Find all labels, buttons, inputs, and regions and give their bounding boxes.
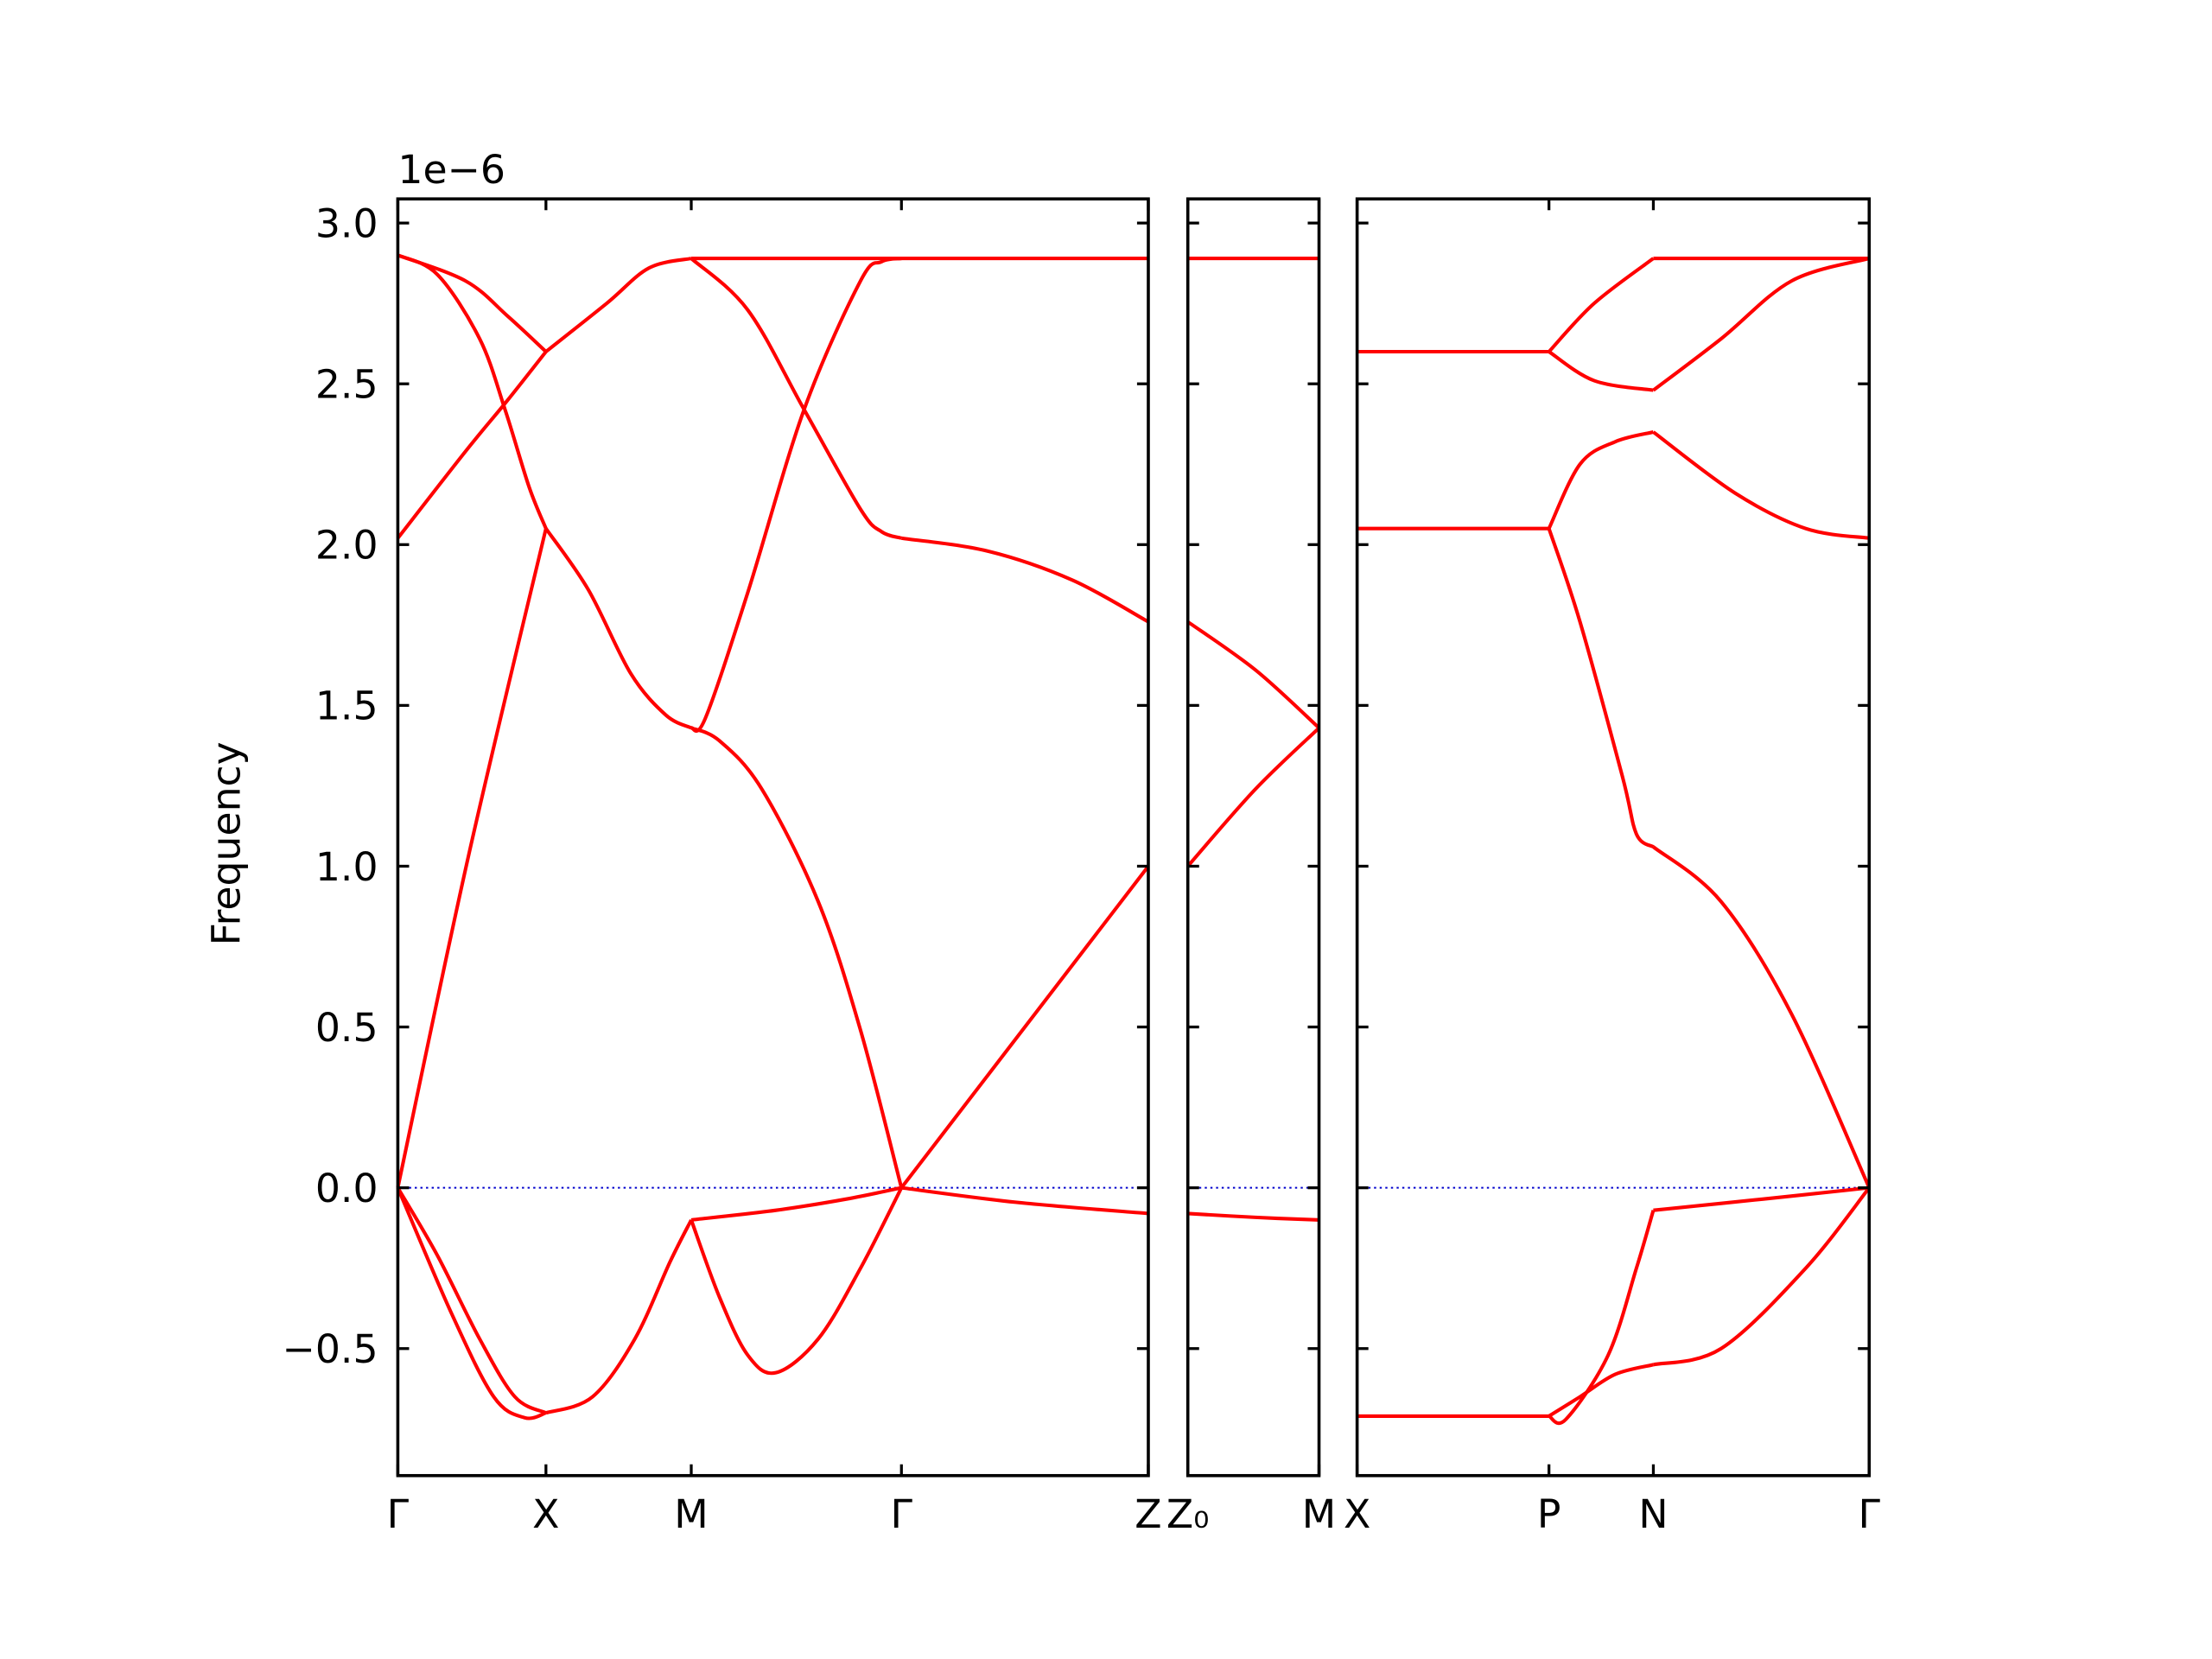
band-line	[689, 257, 902, 733]
band-line	[1186, 726, 1320, 868]
x-tick-label: M	[1302, 1491, 1336, 1537]
y-tick-label: 0.5	[315, 1005, 378, 1051]
x-tick-label: Γ	[1859, 1491, 1881, 1537]
band-line	[690, 726, 904, 1189]
band-line	[1548, 257, 1655, 353]
y-tick-label: −0.5	[283, 1326, 378, 1372]
band-line	[396, 350, 548, 540]
band-line	[1652, 845, 1872, 1189]
band-line	[545, 1218, 693, 1415]
band-line	[901, 1185, 1149, 1216]
panel-frame	[1185, 197, 1321, 1478]
band-line	[1653, 1185, 1870, 1212]
band-line	[544, 257, 692, 353]
band-line	[397, 253, 548, 530]
band-line	[1652, 1186, 1871, 1367]
band-line	[690, 257, 902, 540]
x-tick-label: Γ	[891, 1491, 913, 1537]
x-tick-label: X	[532, 1491, 559, 1537]
band-line	[1547, 528, 1655, 849]
band-line	[396, 1186, 547, 1415]
y-axis-label: Frequency	[204, 741, 250, 945]
band-line	[690, 1186, 904, 1376]
y-tick-label: 0.0	[315, 1166, 378, 1211]
band-line	[1548, 1363, 1654, 1418]
x-tick-label: M	[674, 1491, 708, 1537]
x-tick-label: N	[1638, 1491, 1668, 1537]
y-tick-label: 1.5	[315, 683, 378, 729]
band-line	[396, 528, 548, 1189]
band-line	[690, 1185, 902, 1222]
y-tick-label: 2.5	[315, 362, 378, 408]
x-tick-label: Z₀	[1166, 1491, 1210, 1537]
panel-frame	[1355, 197, 1872, 1478]
band-line	[1547, 430, 1654, 530]
band-line	[1548, 1210, 1656, 1426]
x-tick-label: Γ	[387, 1491, 410, 1537]
x-tick-label: X	[1344, 1491, 1370, 1537]
y-tick-label: 3.0	[315, 200, 378, 246]
band-line	[1186, 620, 1320, 729]
band-line	[396, 1186, 547, 1421]
band-line	[899, 865, 1150, 1189]
y-tick-label: 2.0	[315, 523, 378, 569]
band-line	[900, 536, 1149, 624]
band-line	[1548, 350, 1654, 392]
band-line	[1187, 1211, 1319, 1222]
band-line	[544, 527, 692, 730]
panel-frame	[396, 197, 1150, 1478]
x-tick-label: Z	[1135, 1491, 1161, 1537]
y-offset-label: 1e−6	[397, 147, 505, 193]
band-line	[1652, 257, 1870, 392]
x-tick-label: P	[1537, 1491, 1561, 1537]
y-tick-label: 1.0	[315, 844, 378, 890]
band-line	[1652, 430, 1870, 540]
